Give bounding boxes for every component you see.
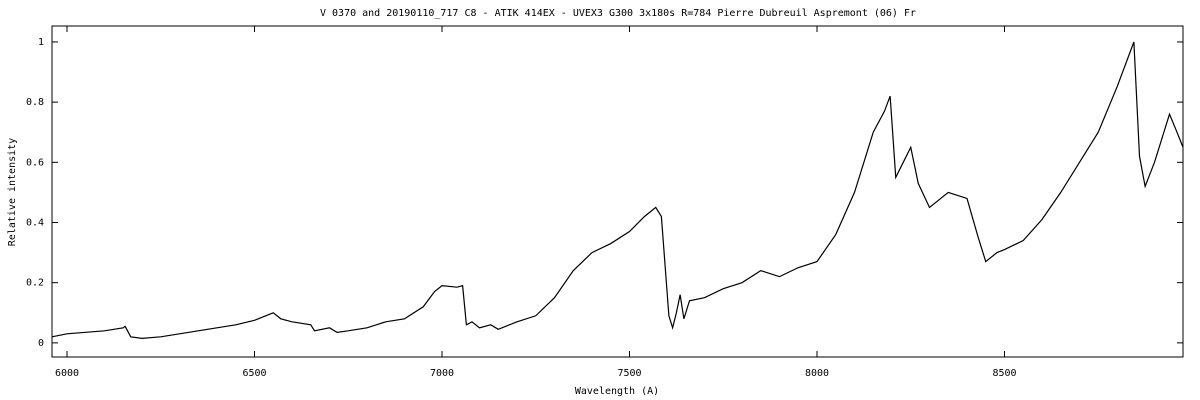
x-tick-label: 8000 — [805, 368, 829, 379]
x-axis-label: Wavelength (A) — [575, 386, 659, 397]
y-tick-label: 0.6 — [26, 157, 44, 168]
y-tick-label: 0 — [38, 338, 44, 349]
spectrum-line — [51, 41, 1184, 339]
y-axis-label: Relative intensity — [7, 138, 18, 246]
chart-title: V 0370 and 20190110_717 C8 - ATIK 414EX … — [320, 8, 916, 19]
x-tick-label: 6000 — [55, 368, 79, 379]
x-tick-label: 8500 — [992, 368, 1016, 379]
x-tick-label: 6500 — [242, 368, 266, 379]
x-tick-label: 7500 — [617, 368, 641, 379]
y-tick-label: 0.4 — [26, 217, 44, 228]
y-tick-label: 0.2 — [26, 278, 44, 289]
plot-frame — [51, 25, 1184, 358]
x-tick-label: 7000 — [430, 368, 454, 379]
y-tick-label: 0.8 — [26, 97, 44, 108]
y-tick-label: 1 — [38, 37, 44, 48]
